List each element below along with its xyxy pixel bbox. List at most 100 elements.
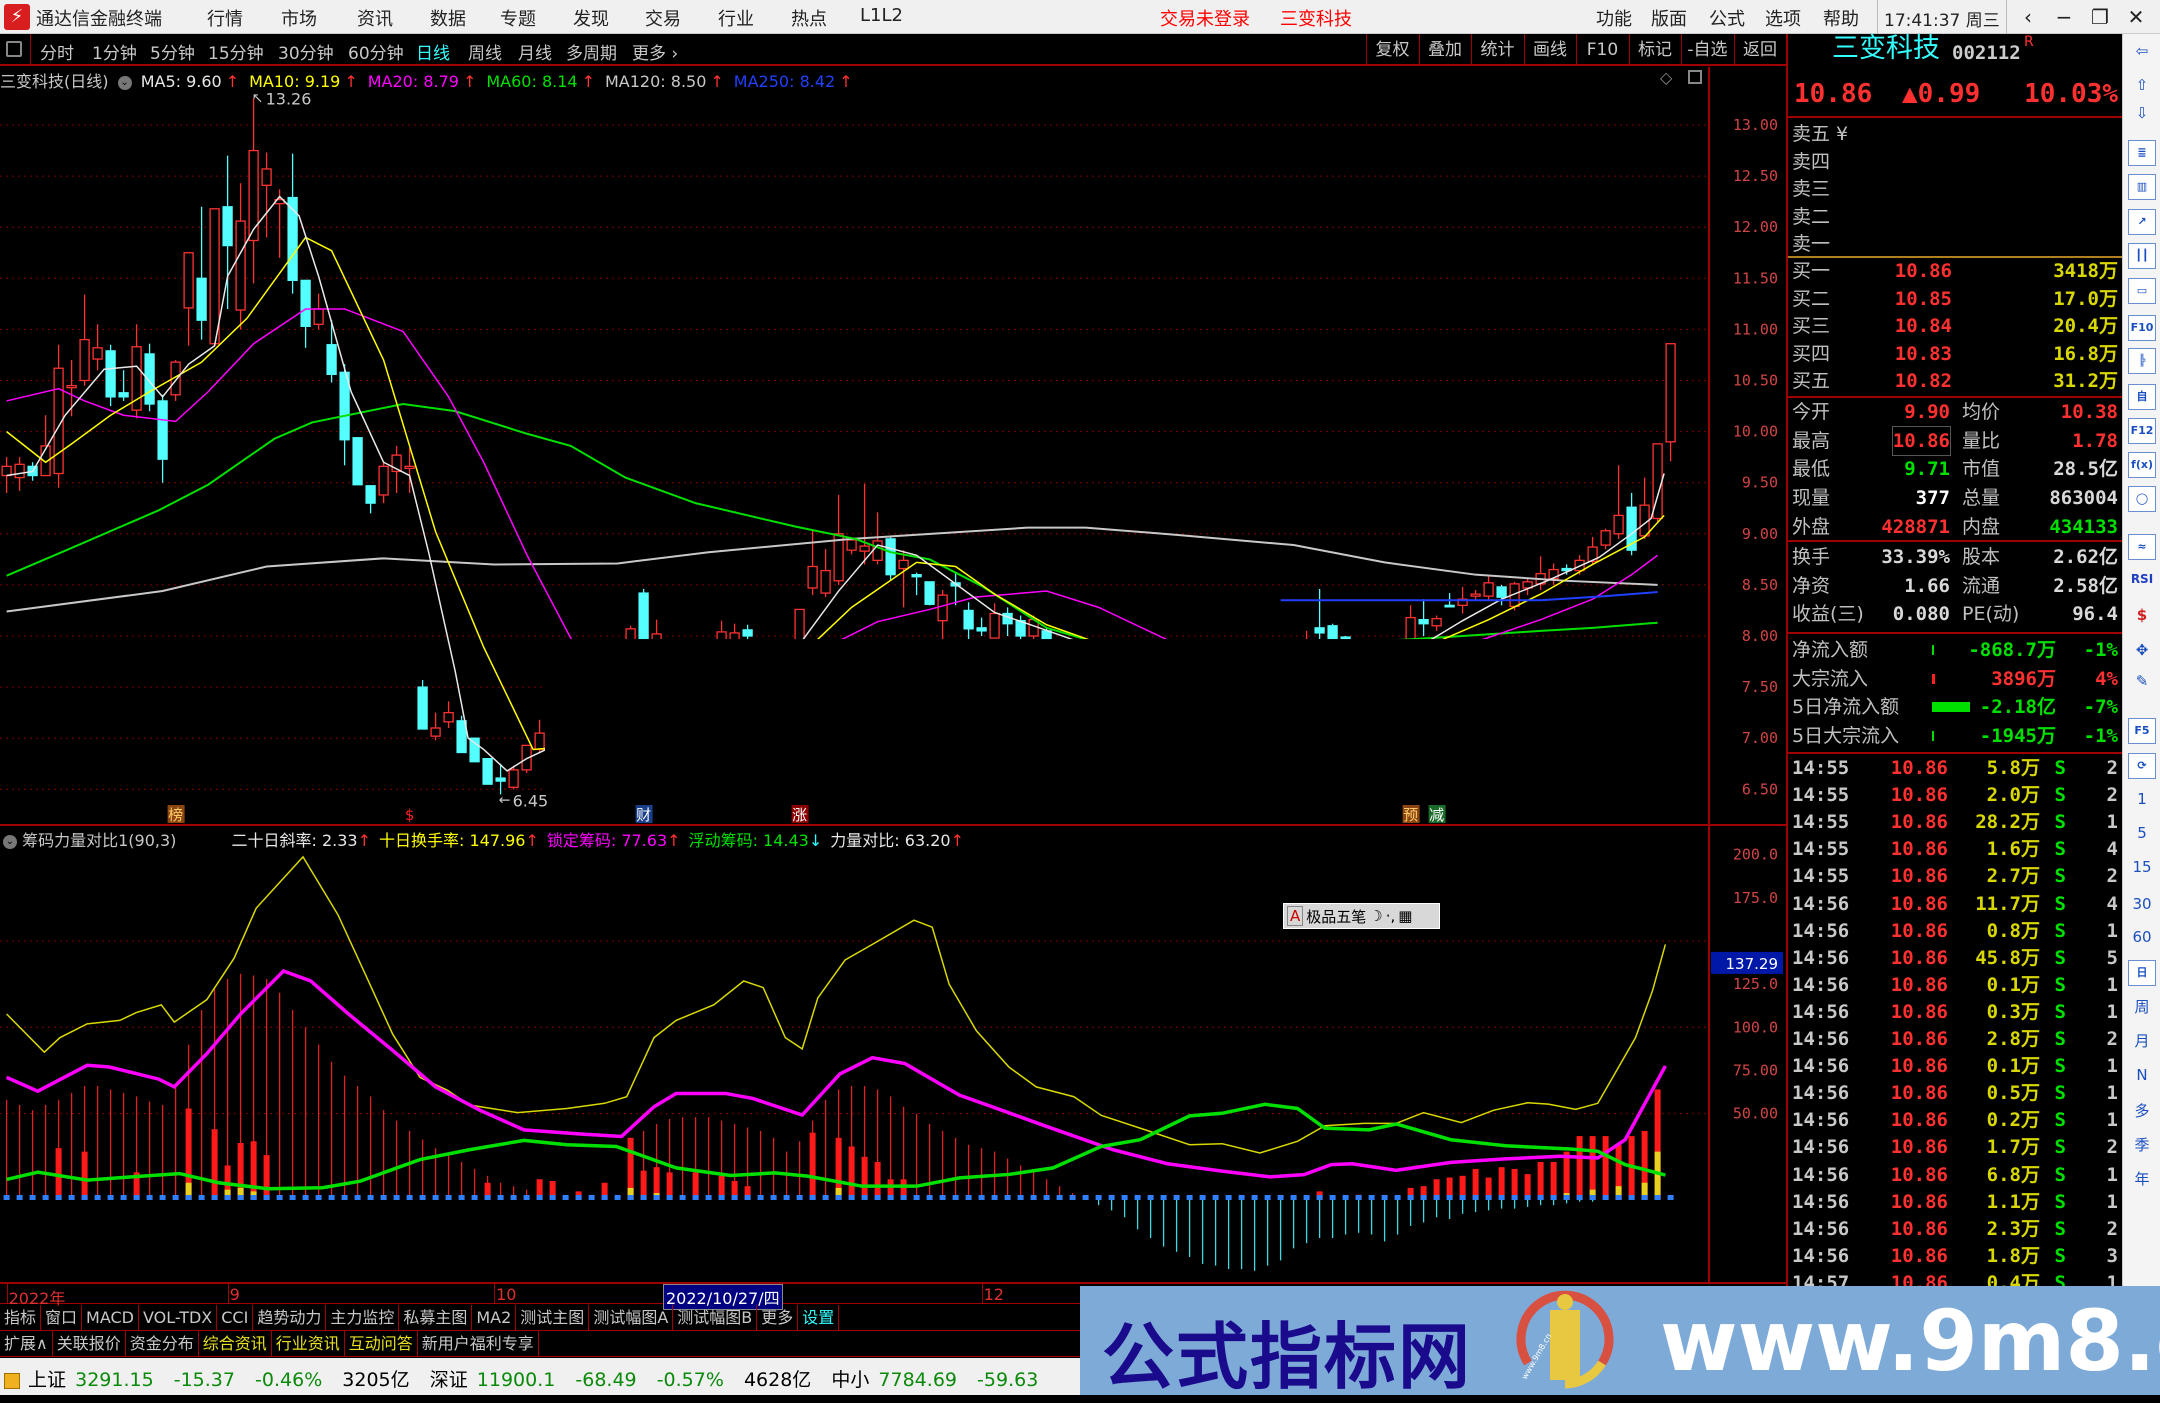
period-tab-1[interactable]: 1分钟 [92,44,137,64]
tab-互动问答[interactable]: 互动问答 [345,1331,418,1356]
keyboard-icon[interactable]: ▦ [1398,907,1413,925]
menu-热点[interactable]: 热点 [791,9,827,30]
move-icon[interactable]: ✥ [2135,641,2149,659]
panel-icon[interactable] [1688,70,1702,84]
menu-市场[interactable]: 市场 [281,9,317,30]
chart-area[interactable]: 13.00 12.50 12.00 11.50 11.00 10.50 10.00 9.50 9… [0,0,1786,1282]
candle-icon[interactable]: ┃┃ [2128,243,2156,269]
period-tab-4[interactable]: 30分钟 [278,44,334,64]
tab-测试幅图B[interactable]: 测试幅图B [673,1305,758,1330]
sh-label[interactable]: 上证 [28,1369,67,1391]
period-tab-6[interactable]: 日线 [416,44,450,64]
punctuation-icon[interactable]: ·, [1385,907,1396,925]
period-tab-2[interactable]: 5分钟 [150,44,195,64]
menu-行业[interactable]: 行业 [718,9,754,30]
tab-私募主图[interactable]: 私募主图 [399,1305,473,1330]
down-arrow-icon[interactable]: ⇩ [2135,104,2149,122]
tab-CCI[interactable]: CCI [217,1305,254,1330]
period-button-季[interactable]: 季 [2134,1136,2150,1154]
tab-趋势动力[interactable]: 趋势动力 [253,1305,327,1330]
f10-icon[interactable]: F10 [2128,315,2156,341]
tab-综合资讯[interactable]: 综合资讯 [199,1331,272,1356]
menu-帮助[interactable]: 帮助 [1823,9,1859,30]
circle-icon[interactable]: ◯ [2128,486,2156,512]
tab-资金分布[interactable]: 资金分布 [126,1331,199,1356]
line-chart-icon[interactable]: ↗ [2128,209,2156,235]
action-button-标记[interactable]: 标记 [1628,34,1681,66]
period-tab-9[interactable]: 多周期 [566,44,617,64]
chevron-down-icon[interactable]: ⌄ [117,75,132,90]
menu-行情[interactable]: 行情 [207,9,243,30]
tab-关联报价[interactable]: 关联报价 [53,1331,126,1356]
back-button[interactable]: ‹ [2024,5,2032,29]
menu-功能[interactable]: 功能 [1596,9,1632,30]
action-button-返回[interactable]: 返回 [1733,34,1786,66]
refresh-icon[interactable]: ⟳ [2128,753,2156,779]
f12-icon[interactable]: F12 [2128,418,2156,444]
tab-MACD[interactable]: MACD [82,1305,139,1330]
period-button-1[interactable]: 1 [2137,790,2147,808]
period-button-30[interactable]: 30 [2132,895,2152,913]
tab-扩展∧[interactable]: 扩展∧ [0,1331,53,1356]
tab-更多[interactable]: 更多 [757,1305,799,1330]
menu-发现[interactable]: 发现 [573,9,609,30]
action-button-画线[interactable]: 画线 [1523,34,1576,66]
period-tab-8[interactable]: 月线 [518,44,552,64]
grid-icon[interactable]: ▥ [2128,174,2156,200]
f5-icon[interactable]: F5 [2128,718,2156,744]
period-tab-3[interactable]: 15分钟 [208,44,264,64]
close-button[interactable]: ✕ [2127,5,2145,29]
tree-icon[interactable]: ╠ [2128,348,2156,374]
period-button-5[interactable]: 5 [2137,824,2147,842]
period-button-年[interactable]: 年 [2134,1170,2150,1188]
minimize-button[interactable]: − [2055,5,2073,29]
menu-L1L2[interactable]: L1L2 [860,5,903,26]
ime-mode[interactable]: A [1287,906,1304,926]
action-button-F10[interactable]: F10 [1576,34,1628,66]
period-button-15[interactable]: 15 [2132,858,2152,876]
quote-list-icon[interactable]: ≣ [2128,140,2156,166]
window-icon[interactable]: ▭ [2128,278,2156,304]
period-button-周[interactable]: 周 [2134,998,2150,1016]
menu-数据[interactable]: 数据 [430,9,466,30]
period-button-60[interactable]: 60 [2132,928,2152,946]
self-select-icon[interactable]: 自 [2128,384,2156,410]
menu-专题[interactable]: 专题 [500,9,536,30]
menu-版面[interactable]: 版面 [1651,9,1687,30]
rsi-icon[interactable]: RSI [2130,572,2154,586]
period-button-月[interactable]: 月 [2134,1032,2150,1050]
action-button-统计[interactable]: 统计 [1471,34,1523,66]
diamond-icon[interactable]: ◇ [1660,68,1673,87]
tab-MA2[interactable]: MA2 [472,1305,517,1330]
index-icon[interactable] [4,1372,20,1389]
tab-测试幅图A[interactable]: 测试幅图A [589,1305,674,1330]
action-button-复权[interactable]: 复权 [1366,34,1418,66]
period-tab-0[interactable]: 分时 [40,44,74,64]
trade-status[interactable]: 交易未登录 [1160,9,1250,30]
formula-icon[interactable]: f(x) [2128,452,2156,478]
wave-icon[interactable]: ≈ [2128,534,2156,560]
menu-资讯[interactable]: 资讯 [357,9,393,30]
tab-测试主图[interactable]: 测试主图 [516,1305,590,1330]
up-arrow-icon[interactable]: ⇧ [2135,76,2149,94]
action-button-叠加[interactable]: 叠加 [1418,34,1471,66]
tab-设置[interactable]: 设置 [798,1305,840,1330]
moon-icon[interactable]: ☽ [1369,907,1383,925]
dollar-icon[interactable]: $ [2136,606,2148,624]
period-tab-7[interactable]: 周线 [468,44,502,64]
chevron-down-icon[interactable]: ⌄ [3,834,17,849]
period-tab-5[interactable]: 60分钟 [348,44,404,64]
tab-VOL-TDX[interactable]: VOL-TDX [139,1305,218,1330]
menu-公式[interactable]: 公式 [1709,9,1745,30]
restore-button[interactable]: ❐ [2091,5,2109,29]
period-button-日[interactable]: 日 [2128,960,2156,986]
menu-选项[interactable]: 选项 [1765,9,1801,30]
period-tab-10[interactable]: 更多 › [632,44,679,64]
period-button-N[interactable]: N [2136,1066,2148,1084]
tab-指标[interactable]: 指标 [0,1305,42,1330]
menu-交易[interactable]: 交易 [645,9,681,30]
tab-窗口[interactable]: 窗口 [41,1305,83,1330]
sz-label[interactable]: 深证 [429,1369,468,1391]
action-button--自选[interactable]: -自选 [1681,34,1733,66]
tab-主力监控[interactable]: 主力监控 [326,1305,400,1330]
